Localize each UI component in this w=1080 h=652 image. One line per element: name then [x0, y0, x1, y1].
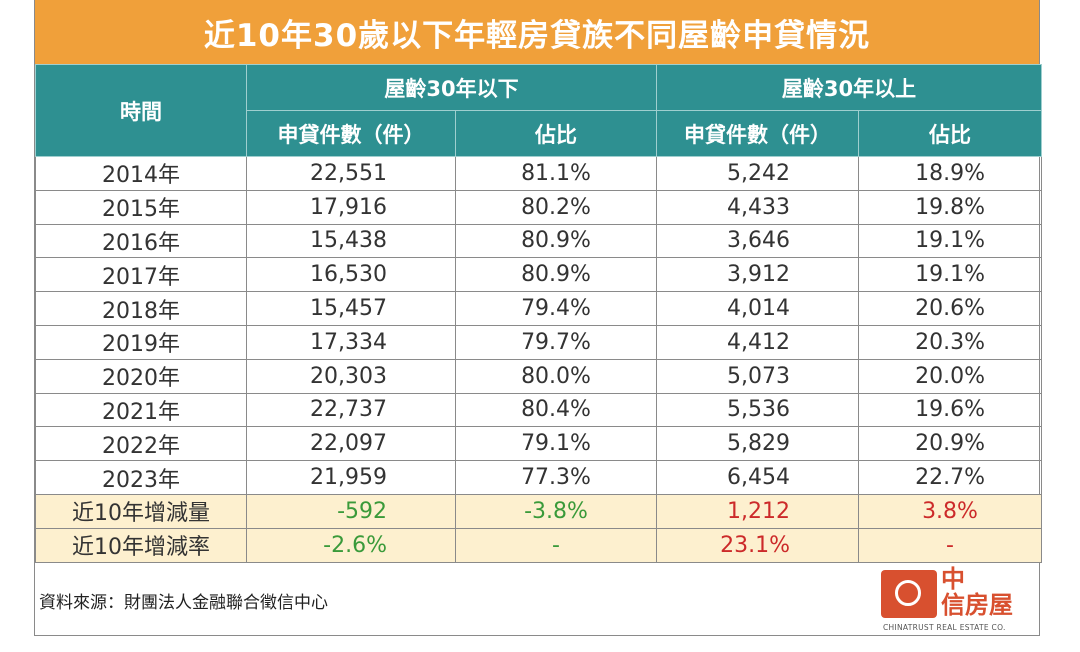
table-row: 2018年 15,457 79.4% 4,014 20.6% [35, 291, 1043, 326]
summary-over-share-cell: - [858, 527, 1043, 563]
year-cell: 2017年 [35, 257, 247, 293]
year-cell: 2014年 [35, 156, 247, 191]
over-share-cell: 19.1% [858, 257, 1043, 293]
year-cell: 2023年 [35, 460, 247, 495]
table-title: 近10年30歲以下年輕房貸族不同屋齡申貸情況 [35, 0, 1039, 64]
under-share-cell: 79.7% [454, 324, 658, 360]
year-cell: 2015年 [35, 189, 247, 225]
year-cell: 2022年 [35, 426, 247, 462]
over-share-cell: 19.1% [858, 223, 1043, 259]
under-share-cell: 80.9% [454, 257, 658, 293]
under-count-cell: 22,551 [246, 156, 456, 191]
table-row: 2014年 22,551 81.1% 5,242 18.9% [35, 156, 1043, 191]
over-count-cell: 6,454 [656, 460, 860, 495]
over-share-cell: 22.7% [858, 460, 1043, 495]
source-note: 資料來源：財團法人金融聯合徵信中心 [39, 593, 328, 613]
over-share-cell: 19.8% [858, 189, 1043, 225]
under-share-cell: 80.4% [454, 392, 658, 428]
header-group-under: 屋齡30年以下 [245, 64, 658, 111]
year-cell: 2018年 [35, 291, 247, 326]
year-cell: 2016年 [35, 223, 247, 259]
table-row: 2019年 17,334 79.7% 4,412 20.3% [35, 324, 1043, 360]
under-count-cell: 22,737 [246, 392, 456, 428]
over-count-cell: 4,433 [656, 189, 860, 225]
under-share-cell: 77.3% [454, 460, 658, 495]
summary-under-count-cell: -2.6% [246, 527, 456, 563]
header-time: 時間 [35, 64, 247, 157]
brand-logo: 中 信房屋 CHINATRUST REAL ESTATE CO. [881, 566, 1031, 636]
under-share-cell: 79.1% [454, 426, 658, 462]
year-cell: 2021年 [35, 392, 247, 428]
table-card: 近10年30歲以下年輕房貸族不同屋齡申貸情況 時間 屋齡30年以下 屋齡30年以… [34, 0, 1043, 636]
under-count-cell: 21,959 [246, 460, 456, 495]
header-under-share: 佔比 [454, 110, 658, 157]
loan-table: 時間 屋齡30年以下 屋齡30年以上 申貸件數（件） 佔比 申貸件數（件） 佔比… [35, 64, 1043, 563]
under-share-cell: 80.0% [454, 358, 658, 394]
over-count-cell: 4,014 [656, 291, 860, 326]
table-row: 2023年 21,959 77.3% 6,454 22.7% [35, 460, 1043, 495]
under-count-cell: 17,916 [246, 189, 456, 225]
summary-over-share-cell: 3.8% [858, 493, 1043, 529]
logo-english: CHINATRUST REAL ESTATE CO. [883, 623, 1006, 632]
over-share-cell: 19.6% [858, 392, 1043, 428]
table-row: 2021年 22,737 80.4% 5,536 19.6% [35, 392, 1043, 428]
over-count-cell: 5,073 [656, 358, 860, 394]
summary-label-cell: 近10年增減率 [35, 527, 247, 563]
under-count-cell: 15,457 [246, 291, 456, 326]
table-row: 2017年 16,530 80.9% 3,912 19.1% [35, 257, 1043, 293]
table-row: 2020年 20,303 80.0% 5,073 20.0% [35, 358, 1043, 394]
under-share-cell: 79.4% [454, 291, 658, 326]
summary-under-share-cell: - [454, 527, 658, 563]
table-row: 2016年 15,438 80.9% 3,646 19.1% [35, 223, 1043, 259]
logo-name-line2: 信房屋 [941, 591, 1013, 619]
summary-over-count-cell: 1,212 [656, 493, 860, 529]
under-count-cell: 22,097 [246, 426, 456, 462]
over-share-cell: 18.9% [858, 156, 1043, 191]
under-share-cell: 80.2% [454, 189, 658, 225]
header-group-over: 屋齡30年以上 [656, 64, 1043, 111]
logo-name-line1: 中 [941, 565, 965, 593]
over-share-cell: 20.0% [858, 358, 1043, 394]
year-cell: 2019年 [35, 324, 247, 360]
summary-row: 近10年增減量 -592 -3.8% 1,212 3.8% [35, 493, 1043, 529]
over-count-cell: 5,242 [656, 156, 860, 191]
header-under-count: 申貸件數（件） [246, 110, 456, 157]
summary-over-count-cell: 23.1% [656, 527, 860, 563]
under-share-cell: 81.1% [454, 156, 658, 191]
over-count-cell: 3,646 [656, 223, 860, 259]
over-share-cell: 20.6% [858, 291, 1043, 326]
over-share-cell: 20.3% [858, 324, 1043, 360]
under-count-cell: 20,303 [246, 358, 456, 394]
header-over-count: 申貸件數（件） [656, 110, 860, 157]
under-count-cell: 16,530 [246, 257, 456, 293]
summary-under-count-cell: -592 [246, 493, 456, 529]
over-share-cell: 20.9% [858, 426, 1043, 462]
summary-under-share-cell: -3.8% [454, 493, 658, 529]
under-share-cell: 80.9% [454, 223, 658, 259]
table-row: 2022年 22,097 79.1% 5,829 20.9% [35, 426, 1043, 462]
over-count-cell: 5,829 [656, 426, 860, 462]
summary-row: 近10年增減率 -2.6% -23.1% - [35, 527, 1043, 563]
over-count-cell: 3,912 [656, 257, 860, 293]
year-cell: 2020年 [35, 358, 247, 394]
summary-label-cell: 近10年增減量 [35, 493, 247, 529]
header-over-share: 佔比 [858, 110, 1043, 157]
under-count-cell: 17,334 [246, 324, 456, 360]
over-count-cell: 4,412 [656, 324, 860, 360]
table-row: 2015年 17,916 80.2% 4,433 19.8% [35, 189, 1043, 225]
globe-icon [881, 570, 937, 618]
over-count-cell: 5,536 [656, 392, 860, 428]
under-count-cell: 15,438 [246, 223, 456, 259]
